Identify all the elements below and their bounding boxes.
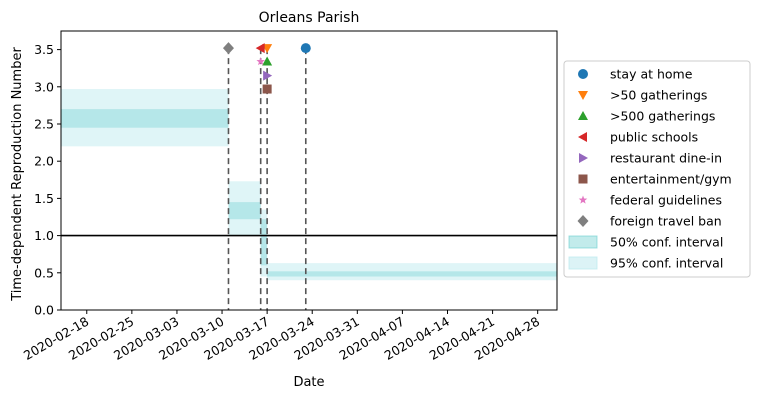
- legend-entry-label: stay at home: [610, 67, 693, 82]
- marker-stay-at-home: [300, 43, 311, 54]
- legend-marker: [578, 132, 587, 142]
- legend-marker: [578, 69, 588, 79]
- legend: stay at home >50 gatherings >500 gathering…: [563, 60, 751, 278]
- legend-entry-label: public schools: [610, 130, 698, 145]
- chart-title: Orleans Parish: [259, 10, 360, 26]
- legend-marker: [577, 215, 589, 227]
- marker-restaurant-dine-in: [263, 70, 273, 81]
- band-50-segment-2: [228, 202, 261, 220]
- legend-band-95-swatch: [568, 256, 598, 270]
- y-tick-label: 2.0: [34, 154, 54, 169]
- y-axis-label: Time-dependent Reproduction Number: [10, 47, 25, 302]
- y-axis: 0.0 0.5 1.0 1.5 2.0 2.5 3.0 3.5: [34, 42, 61, 318]
- legend-entry-label: federal guidelines: [610, 193, 722, 208]
- marker-foreign-travel-ban: [222, 42, 234, 55]
- y-tick-label: 2.5: [34, 117, 54, 132]
- band-95-segment-3: [260, 209, 268, 277]
- legend-marker: [579, 153, 588, 163]
- y-tick-label: 3.5: [34, 42, 54, 57]
- intervention-markers: [222, 42, 311, 94]
- legend-entry-label: >50 gatherings: [610, 88, 707, 103]
- legend-band-95-label: 95% conf. interval: [610, 256, 723, 271]
- legend-entry-label: foreign travel ban: [610, 214, 722, 229]
- legend-marker: [578, 174, 588, 184]
- legend-band-50-swatch: [568, 235, 598, 249]
- band-50-segment-4: [267, 271, 557, 277]
- marker-federal-guidelines: [256, 57, 265, 66]
- band-95-segment-1: [61, 89, 229, 147]
- band-50-segment-1: [61, 109, 229, 128]
- legend-entry-label: restaurant dine-in: [610, 151, 722, 166]
- marker-500-gatherings: [262, 56, 273, 66]
- legend-band-50-label: 50% conf. interval: [610, 235, 723, 250]
- confidence-bands: [61, 89, 557, 281]
- x-axis: 2020-02-182020-02-252020-03-032020-03-10…: [21, 310, 542, 363]
- band-95-segment-2: [228, 181, 261, 236]
- band-50-segment-3: [260, 219, 268, 266]
- legend-marker: [578, 91, 588, 100]
- y-tick-label: 0.5: [34, 265, 54, 280]
- legend-frame: [563, 60, 751, 278]
- y-tick-label: 1.0: [34, 228, 54, 243]
- marker-entertainment-gym: [262, 84, 272, 94]
- legend-marker: [578, 111, 588, 120]
- y-tick-label: 1.5: [34, 191, 54, 206]
- x-axis-label: Date: [293, 375, 324, 390]
- legend-entry-label: entertainment/gym: [610, 172, 732, 187]
- marker-public-schools: [255, 43, 265, 54]
- legend-marker: [578, 195, 588, 204]
- band-95-segment-4: [267, 263, 557, 281]
- y-tick-label: 0.0: [34, 303, 54, 318]
- plot-frame: [60, 30, 558, 311]
- y-tick-label: 3.0: [34, 79, 54, 94]
- legend-entry-label: >500 gatherings: [610, 109, 715, 124]
